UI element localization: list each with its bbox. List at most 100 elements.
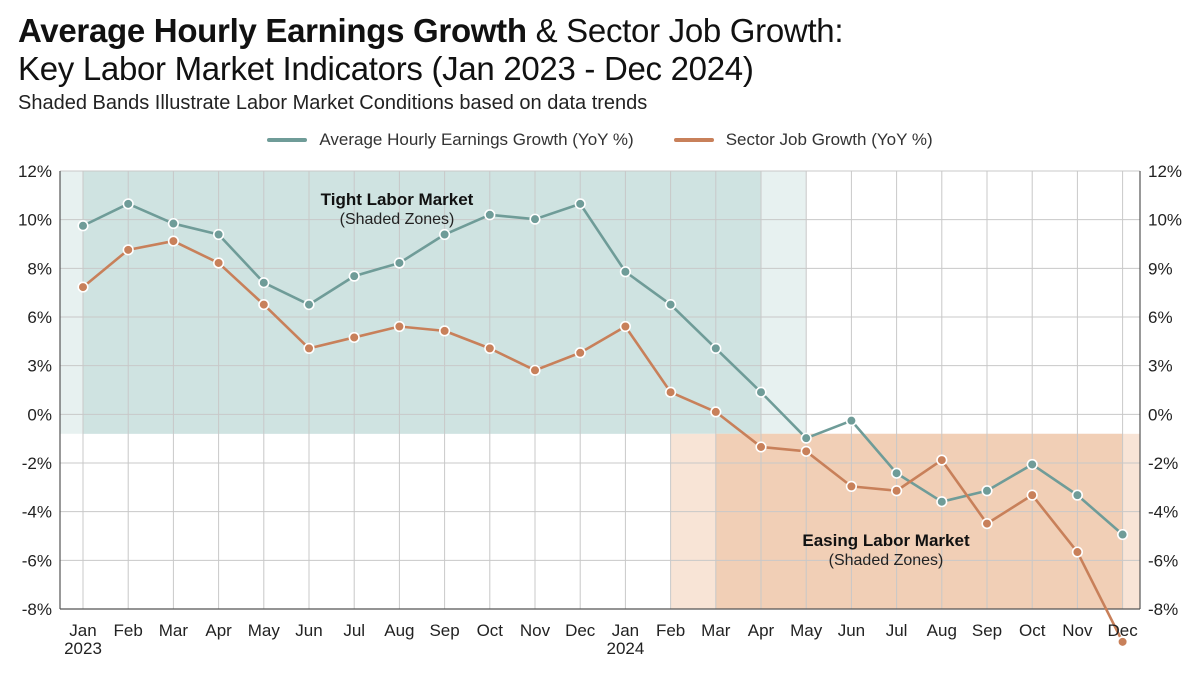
y-right-tick-label: 0%	[1148, 405, 1173, 424]
point-earnings	[1071, 489, 1083, 501]
point-earnings	[664, 298, 677, 311]
point-jobs	[529, 364, 541, 376]
legend-item-earnings: Average Hourly Earnings Growth (YoY %)	[267, 130, 634, 150]
y-right-tick-label: -6%	[1148, 551, 1178, 570]
x-tick-label: Jul	[886, 621, 908, 640]
y-right-tick-label: -8%	[1148, 600, 1178, 619]
y-left-tick-label: 0%	[27, 405, 52, 424]
chart-subtitle: Shaded Bands Illustrate Labor Market Con…	[18, 92, 648, 114]
point-jobs	[755, 441, 767, 453]
point-jobs	[1026, 489, 1038, 501]
x-year-label: 2024	[606, 639, 644, 658]
legend-swatch-jobs	[673, 138, 714, 142]
x-tick-label: Dec	[565, 621, 596, 640]
point-jobs	[1116, 636, 1129, 648]
x-tick-label: Aug	[927, 621, 957, 640]
point-jobs	[936, 454, 948, 466]
tight-band-inner	[83, 171, 761, 434]
point-earnings	[348, 270, 360, 282]
y-left-tick-label: 10%	[18, 211, 52, 230]
x-tick-label: Jun	[838, 621, 865, 640]
x-tick-label: Sep	[972, 621, 1002, 640]
point-earnings	[213, 228, 225, 241]
x-tick-label: Aug	[384, 621, 414, 640]
point-earnings	[393, 257, 406, 269]
point-earnings	[439, 228, 451, 241]
point-earnings	[755, 386, 767, 398]
title-rest-part: & Sector Job Growth:	[526, 12, 844, 49]
legend-item-jobs: Sector Job Growth (YoY %)	[673, 130, 933, 150]
point-jobs	[258, 298, 270, 311]
point-earnings	[710, 342, 722, 354]
x-tick-label: Sep	[429, 621, 459, 640]
y-left-tick-label: -2%	[22, 454, 52, 473]
point-earnings	[981, 485, 993, 497]
x-tick-label: Mar	[701, 621, 731, 640]
point-jobs	[122, 244, 134, 256]
point-earnings	[936, 496, 948, 508]
x-tick-label: May	[248, 621, 281, 640]
labels-layer: 12% 12% 10% 10% 8% 9% 6% 6% 3% 3% 0% 0% -2% -2% -4% -4%…	[18, 162, 1182, 658]
x-tick-label: Oct	[477, 621, 504, 640]
point-jobs	[619, 320, 632, 333]
legend-label-jobs: Sector Job Growth (YoY %)	[725, 130, 933, 149]
point-jobs	[167, 235, 179, 247]
x-tick-label: Apr	[748, 621, 775, 640]
point-jobs	[981, 517, 993, 530]
easing-band-sublabel: (Shaded Zones)	[829, 552, 944, 569]
title-bold-part: Average Hourly Earnings Growth	[18, 12, 527, 49]
point-jobs	[348, 331, 360, 344]
y-right-tick-label: 6%	[1148, 308, 1173, 327]
point-jobs	[890, 485, 903, 497]
y-left-tick-label: -8%	[22, 600, 52, 619]
point-jobs	[484, 342, 496, 354]
x-tick-label: May	[790, 621, 823, 640]
point-earnings	[167, 217, 179, 230]
point-jobs	[845, 480, 858, 492]
point-earnings	[890, 467, 903, 479]
x-tick-label: Oct	[1019, 621, 1046, 640]
x-tick-label: Nov	[1062, 621, 1093, 640]
point-earnings	[122, 198, 134, 210]
y-left-tick-label: -4%	[22, 503, 52, 522]
point-earnings	[77, 220, 89, 232]
y-right-tick-label: 9%	[1148, 259, 1173, 278]
series-line-earnings	[82, 202, 1124, 536]
y-right-tick-label: -2%	[1148, 454, 1178, 473]
x-tick-label: Jan	[69, 621, 96, 640]
x-tick-label: Jun	[295, 621, 322, 640]
x-tick-label: Feb	[656, 621, 685, 640]
x-year-label: 2023	[64, 639, 102, 658]
chart-title: Average Hourly Earnings Growth & Sector …	[18, 12, 844, 88]
x-tick-label: Jul	[343, 621, 365, 640]
tight-band-label: Tight Labor Market	[321, 190, 474, 209]
x-tick-label: Apr	[205, 621, 232, 640]
y-right-tick-label: -4%	[1148, 503, 1178, 522]
point-earnings	[484, 209, 496, 221]
legend-label-earnings: Average Hourly Earnings Growth (YoY %)	[319, 130, 634, 149]
x-tick-label: Feb	[114, 621, 143, 640]
point-jobs	[574, 347, 586, 359]
x-tick-label: Dec	[1107, 621, 1138, 640]
point-jobs	[800, 445, 812, 457]
point-earnings	[1116, 528, 1129, 541]
easing-band-label: Easing Labor Market	[802, 531, 970, 550]
legend-swatch-earnings	[267, 138, 308, 142]
chart-title-line1: Average Hourly Earnings Growth & Sector …	[18, 12, 844, 50]
point-jobs	[77, 281, 89, 293]
y-left-tick-label: 8%	[27, 259, 52, 278]
point-earnings	[1026, 458, 1038, 471]
point-jobs	[393, 320, 406, 333]
x-tick-label: Jan	[612, 621, 639, 640]
series-line-jobs	[82, 239, 1124, 643]
y-right-tick-label: 10%	[1148, 211, 1182, 230]
easing-band-inner	[715, 433, 1123, 609]
point-earnings	[303, 298, 315, 311]
chart-title-line2: Key Labor Market Indicators (Jan 2023 - …	[18, 50, 754, 87]
point-jobs	[1071, 546, 1083, 558]
y-right-tick-label: 12%	[1148, 162, 1182, 181]
point-earnings	[529, 213, 541, 225]
point-earnings	[258, 277, 270, 289]
point-earnings	[800, 432, 812, 444]
